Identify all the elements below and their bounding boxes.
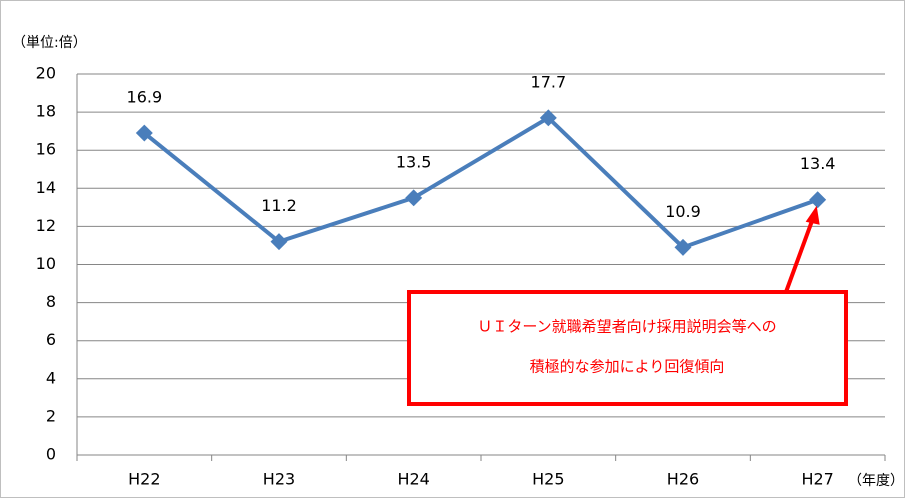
annotation-arrow bbox=[784, 213, 817, 293]
annotation-text: ＵＩターン就職希望者向け採用説明会等への bbox=[477, 318, 776, 336]
annotation-text: 積極的な参加により回復傾向 bbox=[530, 358, 725, 376]
marker bbox=[405, 189, 423, 207]
data-label: 10.9 bbox=[665, 202, 701, 221]
x-tick-label: H26 bbox=[667, 470, 699, 489]
y-tick-label: 8 bbox=[46, 292, 56, 311]
y-tick-label: 2 bbox=[46, 406, 56, 425]
x-tick-label: H25 bbox=[532, 470, 564, 489]
data-label: 13.4 bbox=[800, 154, 836, 173]
annotation-box bbox=[407, 290, 848, 406]
y-tick-label: 18 bbox=[36, 102, 56, 121]
data-label: 11.2 bbox=[261, 196, 297, 215]
y-tick-label: 16 bbox=[36, 140, 56, 159]
x-unit-label: （年度） bbox=[848, 473, 904, 489]
data-label: 13.5 bbox=[396, 152, 432, 171]
marker bbox=[135, 124, 153, 142]
series-line bbox=[143, 115, 819, 250]
y-unit-label: （単位:倍） bbox=[12, 35, 87, 51]
marker bbox=[270, 233, 288, 251]
y-tick-label: 12 bbox=[36, 216, 56, 235]
marker bbox=[539, 109, 557, 127]
marker bbox=[809, 191, 827, 209]
y-tick-label: 6 bbox=[46, 330, 56, 349]
y-tick-label: 0 bbox=[46, 445, 56, 464]
x-tick-label: H22 bbox=[128, 470, 160, 489]
marker bbox=[674, 238, 692, 256]
data-label: 16.9 bbox=[127, 88, 163, 107]
data-label: 17.7 bbox=[531, 72, 567, 91]
x-tick-label: H27 bbox=[801, 470, 833, 489]
x-tick-label: H23 bbox=[263, 470, 295, 489]
annotation-arrowhead bbox=[805, 205, 820, 225]
y-tick-label: 10 bbox=[36, 254, 56, 273]
x-tick-label: H24 bbox=[397, 470, 429, 489]
y-tick-label: 20 bbox=[36, 64, 56, 83]
y-tick-label: 4 bbox=[46, 368, 56, 387]
y-tick-label: 14 bbox=[36, 178, 56, 197]
